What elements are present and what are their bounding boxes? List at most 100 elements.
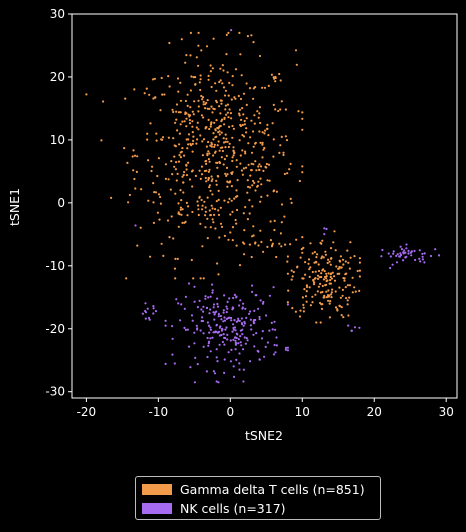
nk-cell-point (189, 366, 192, 369)
y-tick-label: 30 (50, 7, 65, 21)
gamma-delta-t-cell-point (290, 278, 293, 281)
gamma-delta-t-cell-point (207, 118, 210, 121)
gamma-delta-t-cell-point (232, 154, 235, 157)
gamma-delta-t-cell-point (317, 285, 320, 288)
gamma-delta-t-cell-point (146, 132, 149, 135)
gamma-delta-t-cell-point (304, 295, 308, 298)
y-tick-label: -30 (45, 385, 65, 399)
gamma-delta-t-cell-point (333, 275, 336, 278)
gamma-delta-t-cell-point (258, 106, 262, 109)
gamma-delta-t-cell-point (173, 165, 176, 168)
gamma-delta-t-cell-point (223, 234, 226, 237)
gamma-delta-t-cell-point (331, 271, 334, 274)
gamma-delta-t-cell-point (244, 166, 248, 169)
gamma-delta-t-cell-point (311, 301, 314, 304)
gamma-delta-t-cell-point (215, 183, 218, 186)
gamma-delta-t-cell-point (226, 111, 229, 114)
gamma-delta-t-cell-point (319, 282, 322, 285)
gamma-delta-t-cell-point (278, 242, 281, 245)
gamma-delta-t-cell-point (161, 93, 164, 96)
gamma-delta-t-cell-point (132, 149, 135, 152)
nk-cell-point (261, 302, 265, 305)
gamma-delta-t-cell-point (211, 178, 214, 181)
gamma-delta-t-cell-point (246, 35, 249, 38)
nk-cell-point (206, 321, 209, 324)
gamma-delta-t-cell-point (321, 239, 324, 242)
nk-cell-point (152, 312, 155, 315)
nk-cell-point (223, 336, 226, 339)
gamma-delta-t-cell-point (191, 110, 194, 113)
gamma-delta-t-cell-point (238, 264, 242, 267)
nk-cell-point (193, 381, 196, 384)
nk-cell-point (419, 260, 422, 263)
gamma-delta-t-cell-point (178, 154, 181, 157)
gamma-delta-t-cell-point (216, 174, 219, 178)
gamma-delta-t-cell-point (210, 145, 213, 148)
nk-cell-point (221, 340, 224, 344)
gamma-delta-t-cell-point (358, 269, 361, 272)
gamma-delta-t-cell-point (149, 255, 152, 258)
gamma-delta-t-cell-point (228, 197, 231, 200)
gamma-delta-t-cell-point (256, 110, 259, 113)
gamma-delta-t-cell-point (197, 128, 200, 131)
gamma-delta-t-cell-point (181, 175, 184, 178)
gamma-delta-t-cell-point (209, 70, 212, 73)
nk-cell-point (226, 300, 229, 303)
gamma-delta-t-cell-point (358, 257, 361, 260)
gamma-delta-t-cell-point (241, 173, 244, 176)
nk-cell-point (171, 353, 174, 356)
gamma-delta-t-cell-point (180, 213, 183, 216)
y-tick-label: 10 (50, 133, 65, 147)
gamma-delta-t-cell-point (179, 99, 183, 102)
gamma-delta-t-cell-point (314, 293, 317, 296)
gamma-delta-t-cell-point (230, 185, 233, 188)
gamma-delta-t-cell-point (199, 88, 202, 92)
gamma-delta-t-cell-point (154, 96, 157, 99)
gamma-delta-t-cell-point (301, 296, 304, 299)
gamma-delta-t-cell-point (217, 140, 220, 143)
gamma-delta-t-cell-point (316, 277, 320, 280)
gamma-delta-t-cell-point (320, 307, 324, 310)
gamma-delta-t-cell-point (184, 99, 187, 103)
gamma-delta-t-cell-point (263, 86, 267, 89)
gamma-delta-t-cell-point (249, 174, 252, 177)
gamma-delta-t-cell-point (330, 257, 333, 260)
gamma-delta-t-cell-point (260, 195, 263, 198)
gamma-delta-t-cell-point (125, 277, 128, 280)
gamma-delta-t-cell-point (336, 309, 339, 312)
gamma-delta-t-cell-point (152, 182, 155, 185)
gamma-delta-t-cell-point (250, 255, 253, 259)
gamma-delta-t-cell-point (235, 189, 238, 192)
nk-cell-point (395, 254, 398, 257)
gamma-delta-t-cell-point (322, 268, 325, 271)
gamma-delta-t-cell-point (324, 253, 327, 256)
nk-cell-point (260, 337, 264, 340)
gamma-delta-t-cell-point (252, 97, 255, 100)
gamma-delta-t-cell-point (235, 222, 238, 225)
nk-cell-point (268, 329, 271, 332)
gamma-delta-t-cell-point (203, 200, 206, 203)
nk-cell-point (205, 370, 208, 373)
nk-cell-point (235, 358, 238, 361)
nk-cell-point (152, 305, 155, 308)
gamma-delta-t-cell-point (128, 193, 131, 197)
nk-cell-point (421, 255, 424, 258)
gamma-delta-t-cell-point (222, 69, 225, 72)
gamma-delta-t-cell-point (207, 176, 210, 180)
gamma-delta-t-cell-point (261, 143, 264, 146)
nk-cell-point (194, 356, 197, 359)
legend-item-nk-cells: NK cells (n=317) (142, 499, 374, 518)
nk-cell-point (144, 311, 148, 314)
gamma-delta-t-cell-point (219, 99, 222, 102)
nk-cell-point (272, 286, 275, 289)
nk-cell-point (249, 360, 252, 363)
gamma-delta-t-cell-point (226, 173, 229, 176)
gamma-delta-t-cell-point (307, 258, 311, 261)
gamma-delta-t-cell-point (225, 33, 228, 37)
gamma-delta-t-cell-point (278, 72, 281, 76)
gamma-delta-t-cell-point (329, 300, 332, 303)
gamma-delta-t-cell-point (260, 183, 263, 186)
gamma-delta-t-cell-point (164, 177, 167, 180)
nk-cell-point (239, 335, 242, 338)
gamma-delta-t-cell-point (221, 149, 224, 153)
